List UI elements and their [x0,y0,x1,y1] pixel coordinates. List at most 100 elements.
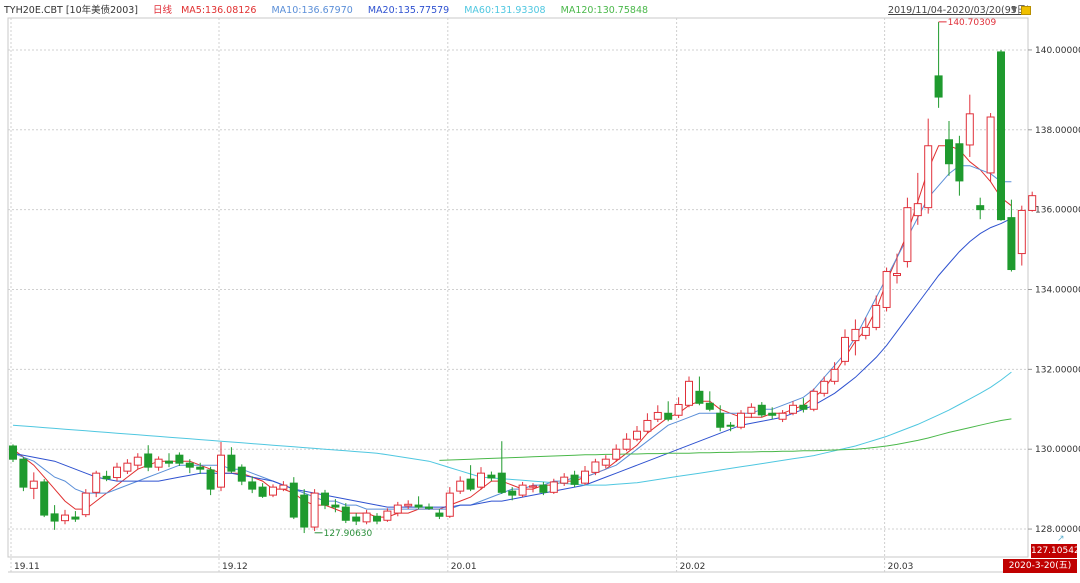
candle-body [601,458,610,466]
candle-body [893,273,901,277]
candle-body [768,412,777,416]
candle [799,398,808,413]
candle-body [705,402,714,410]
candle-body [955,143,964,182]
ma60-label: MA60:131.93308 [464,5,546,16]
dropdown-triangle-icon[interactable]: ▼ [1011,5,1018,14]
date-range-selector[interactable]: 2019/11/04-2020/03/20(95日) [888,5,1030,16]
candle [414,496,423,510]
candle [622,433,631,452]
candle-body [872,304,881,328]
candle-body [269,486,277,496]
candle [373,513,381,525]
candle-body [71,516,80,520]
cursor-date-tag: 2020-3-20(五) [1003,559,1077,573]
candle [289,477,298,520]
candle [445,487,454,518]
annotation-low-label: 127.90630 [324,529,373,539]
candle [726,422,735,432]
candle-body [861,326,870,336]
candle-body [549,481,558,493]
candle-body [591,461,600,473]
cursor-price-tag: 127.10542 [1031,544,1080,558]
candle [1028,191,1037,212]
candle [81,489,90,518]
candle-body [258,486,267,497]
candle [664,401,673,422]
candle [9,444,17,462]
candle-body [518,484,527,496]
candle [341,503,350,524]
candle [487,471,496,482]
candle-body [352,516,361,522]
series-ma5-line [12,145,1012,518]
candle [456,476,465,494]
candle-body [50,513,59,522]
candle [185,459,194,474]
candle-body [175,454,184,464]
candle [924,118,933,214]
candle-body [716,412,725,428]
candle-body [92,472,101,493]
candle-body [570,474,579,485]
candle [549,478,558,494]
candle-body [206,469,215,490]
candle [747,403,756,419]
candle-body [664,412,673,420]
candle-body [466,478,475,490]
x-tick-label: 19.11 [14,562,40,572]
candle [269,484,277,498]
candle-body [799,404,808,410]
candle [175,452,184,466]
candle [383,508,392,522]
candle [352,513,361,526]
candle [601,455,610,469]
candle [955,135,964,196]
candle-body [9,445,17,460]
candle [206,466,215,496]
candle [113,462,121,482]
candle [976,197,985,220]
candle-body [737,412,745,428]
candle [695,376,704,406]
settings-square-icon[interactable] [1021,6,1031,15]
corner-arrow-icon[interactable]: ↗ [1057,534,1065,544]
period-label[interactable]: 日线 [153,5,173,16]
candle [508,487,517,501]
candle-body [154,458,163,468]
candle [820,376,829,397]
candle [581,465,589,486]
candle [913,172,922,225]
candle [393,501,402,517]
ma10-label: MA10:136.67970 [271,5,353,16]
candle [685,376,693,408]
candle-body [882,271,891,308]
candle-body [924,145,933,209]
candle [945,121,953,176]
candle [29,472,38,500]
candle [612,444,621,462]
candle-body [425,506,433,509]
candle-body [217,454,225,488]
candle-body [144,453,153,468]
candle [1007,199,1016,272]
candle-body [1028,195,1037,211]
candle [404,500,413,510]
candle-body [497,472,506,493]
candle-body [830,368,839,382]
candle [997,49,1005,221]
candle [321,489,329,510]
candle-body [560,476,569,484]
candle-body [445,492,454,517]
candle-body [841,336,849,362]
candle [102,470,111,482]
candle-body [1017,209,1026,255]
candle [466,465,475,492]
x-tick-label: 20.01 [451,562,477,572]
candle [154,456,163,471]
candle-body [300,494,309,528]
candle [851,319,860,356]
candle-body [123,462,132,472]
candle-body [19,458,28,488]
